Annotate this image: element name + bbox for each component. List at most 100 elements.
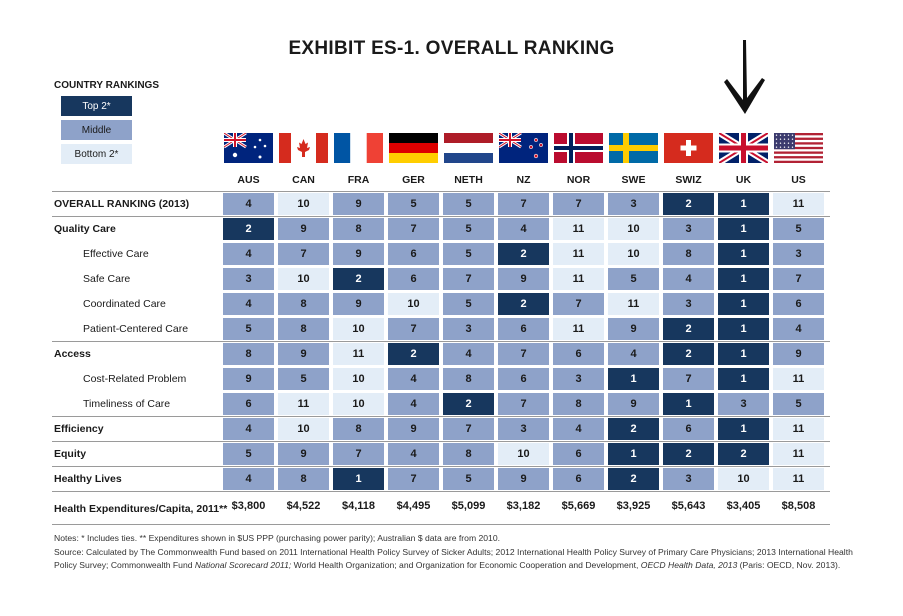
rank-cell-can: 8 [278, 318, 329, 340]
rank-cell-uk: 1 [718, 218, 769, 240]
column-header-ger: GER [402, 174, 425, 186]
row-label: Efficiency [54, 423, 104, 435]
rank-cell-swiz: 7 [663, 368, 714, 390]
rank-cell-can: 8 [278, 468, 329, 490]
row-label: Cost-Related Problem [83, 373, 187, 385]
rank-cell-can: 10 [278, 268, 329, 290]
rank-cell-fra: 1 [333, 468, 384, 490]
row-label: OVERALL RANKING (2013) [54, 198, 190, 210]
row-label: Equity [54, 448, 87, 460]
rank-cell-nor: 11 [553, 243, 604, 265]
column-header-swe: SWE [621, 174, 646, 186]
spending-value-swiz: $5,643 [671, 500, 706, 512]
rank-cell-ger: 7 [388, 468, 439, 490]
column-header-can: CAN [292, 174, 315, 186]
rank-cell-neth: 5 [443, 193, 494, 215]
can-flag-icon [279, 133, 328, 163]
rank-cell-fra: 2 [333, 268, 384, 290]
rank-cell-ger: 9 [388, 418, 439, 440]
rank-cell-can: 11 [278, 393, 329, 415]
rank-cell-nz: 9 [498, 268, 549, 290]
rank-cell-fra: 11 [333, 343, 384, 365]
rank-cell-swe: 2 [608, 468, 659, 490]
rank-cell-swiz: 2 [663, 343, 714, 365]
rank-cell-swe: 11 [608, 293, 659, 315]
rank-cell-neth: 5 [443, 218, 494, 240]
legend-bottom: Bottom 2* [61, 144, 132, 164]
rank-cell-aus: 4 [223, 293, 274, 315]
spending-value-nor: $5,669 [561, 500, 596, 512]
rank-cell-can: 9 [278, 343, 329, 365]
rank-cell-can: 9 [278, 443, 329, 465]
rank-cell-aus: 9 [223, 368, 274, 390]
rank-cell-swe: 10 [608, 243, 659, 265]
rank-cell-fra: 10 [333, 368, 384, 390]
swe-flag-icon [609, 133, 658, 163]
rank-cell-swe: 9 [608, 393, 659, 415]
rank-cell-can: 7 [278, 243, 329, 265]
rank-cell-neth: 8 [443, 368, 494, 390]
spending-value-us: $8,508 [781, 500, 816, 512]
us-flag-icon [774, 133, 823, 163]
rank-cell-uk: 10 [718, 468, 769, 490]
rank-cell-uk: 2 [718, 443, 769, 465]
rank-cell-us: 3 [773, 243, 824, 265]
rank-cell-can: 10 [278, 193, 329, 215]
rank-cell-ger: 10 [388, 293, 439, 315]
row-label: Safe Care [83, 273, 131, 285]
rank-cell-neth: 5 [443, 468, 494, 490]
rank-cell-us: 11 [773, 443, 824, 465]
rank-cell-uk: 1 [718, 418, 769, 440]
rank-cell-ger: 4 [388, 368, 439, 390]
rank-cell-us: 7 [773, 268, 824, 290]
rank-cell-nz: 9 [498, 468, 549, 490]
row-label: Effective Care [83, 248, 149, 260]
rank-cell-swiz: 3 [663, 218, 714, 240]
rank-cell-swiz: 4 [663, 268, 714, 290]
row-divider [52, 466, 830, 467]
rank-cell-aus: 4 [223, 193, 274, 215]
uk-flag-icon [719, 133, 768, 163]
rank-cell-can: 8 [278, 293, 329, 315]
rank-cell-swe: 3 [608, 193, 659, 215]
rank-cell-uk: 1 [718, 343, 769, 365]
notes-line-3: Policy Survey; Commonwealth Fund Nationa… [54, 560, 841, 570]
row-label: Access [54, 348, 91, 360]
rank-cell-fra: 9 [333, 243, 384, 265]
rank-cell-uk: 3 [718, 393, 769, 415]
spending-value-neth: $5,099 [451, 500, 486, 512]
spending-value-swe: $3,925 [616, 500, 651, 512]
rank-cell-nz: 7 [498, 193, 549, 215]
row-divider [52, 191, 830, 192]
spending-value-nz: $3,182 [506, 500, 541, 512]
rank-cell-swiz: 2 [663, 443, 714, 465]
rank-cell-neth: 2 [443, 393, 494, 415]
rank-cell-fra: 8 [333, 418, 384, 440]
rank-cell-neth: 7 [443, 268, 494, 290]
column-header-us: US [791, 174, 806, 186]
rank-cell-ger: 7 [388, 218, 439, 240]
spending-value-fra: $4,118 [341, 500, 376, 512]
rank-cell-swiz: 2 [663, 318, 714, 340]
rank-cell-nor: 4 [553, 418, 604, 440]
row-divider [52, 341, 830, 342]
nor-flag-icon [554, 133, 603, 163]
rank-cell-nor: 6 [553, 468, 604, 490]
row-divider [52, 416, 830, 417]
rank-cell-nor: 8 [553, 393, 604, 415]
spending-value-uk: $3,405 [726, 500, 761, 512]
rank-cell-nz: 6 [498, 368, 549, 390]
rank-cell-swiz: 1 [663, 393, 714, 415]
rank-cell-neth: 4 [443, 343, 494, 365]
rank-cell-fra: 9 [333, 293, 384, 315]
rank-cell-us: 11 [773, 193, 824, 215]
row-label: Coordinated Care [83, 298, 166, 310]
row-divider [52, 491, 830, 492]
neth-flag-icon [444, 133, 493, 163]
column-header-swiz: SWIZ [675, 174, 702, 186]
rank-cell-nor: 11 [553, 218, 604, 240]
rank-cell-fra: 7 [333, 443, 384, 465]
rank-cell-uk: 1 [718, 243, 769, 265]
rank-cell-us: 5 [773, 393, 824, 415]
rank-cell-neth: 3 [443, 318, 494, 340]
